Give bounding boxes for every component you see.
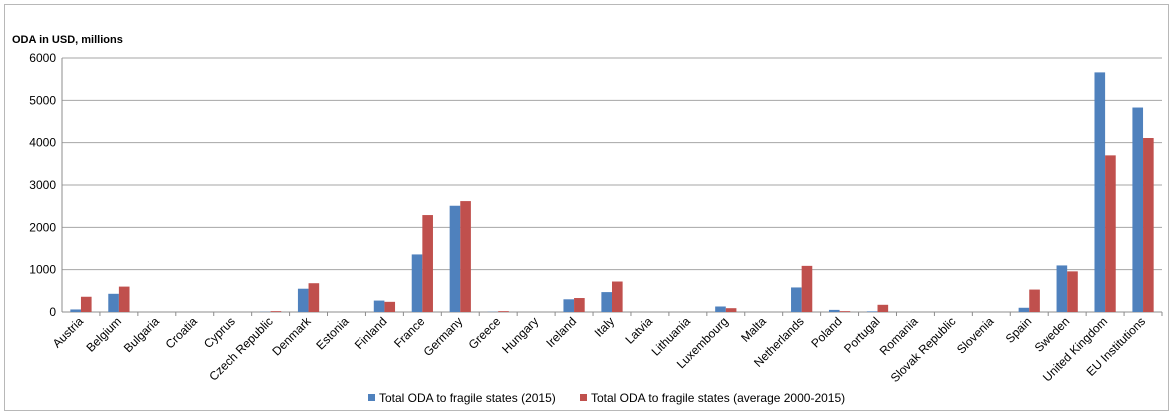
bar-average	[1067, 271, 1078, 312]
legend-label: Total ODA to fragile states (2015)	[379, 391, 556, 405]
bar-average	[839, 311, 851, 312]
x-tick-label: Spain	[1003, 314, 1035, 346]
y-tick-label: 6000	[29, 51, 56, 65]
bar-average	[1029, 289, 1040, 312]
bar-2015	[866, 311, 878, 312]
x-tick-label: Estonia	[313, 314, 351, 352]
bar-2015	[1056, 265, 1068, 312]
x-tick-label: Croatia	[163, 314, 200, 351]
bar-average	[384, 301, 396, 312]
bar-average	[801, 265, 813, 312]
y-tick-label: 5000	[29, 93, 56, 107]
x-tick-label: France	[391, 314, 428, 351]
bar-2015	[411, 254, 423, 312]
bar-2015	[828, 309, 840, 312]
legend-label: Total ODA to fragile states (average 200…	[591, 391, 845, 405]
bar-2015	[1132, 107, 1144, 312]
bar-2015	[449, 205, 461, 312]
x-tick-label: Slovak Republic	[888, 314, 959, 385]
y-tick-label: 0	[49, 305, 56, 319]
x-tick-label: Malta	[738, 314, 769, 345]
x-tick-label: Slovenia	[954, 314, 997, 357]
y-tick-label: 4000	[29, 136, 56, 150]
bar-2015	[1094, 72, 1106, 312]
bar-average	[270, 311, 282, 312]
gridlines	[62, 57, 1162, 313]
bar-average	[460, 201, 471, 312]
x-tick-label: Italy	[592, 314, 617, 339]
x-tick-label: Greece	[466, 314, 504, 352]
bar-2015	[791, 287, 802, 312]
bar-2015	[297, 288, 309, 312]
x-tick-label: Ireland	[543, 314, 579, 350]
x-tick-label: Poland	[808, 314, 844, 350]
bar-2015	[70, 309, 81, 312]
bar-2015	[108, 293, 119, 312]
bar-2015	[373, 300, 385, 312]
legend-swatch	[368, 394, 375, 401]
bar-average	[422, 215, 433, 312]
bar-average	[498, 311, 509, 312]
x-tick-label: Belgium	[83, 314, 124, 355]
chart-title: ODA in USD, millions	[12, 34, 123, 46]
bar-average	[1105, 155, 1116, 312]
bar-average	[1143, 138, 1154, 312]
y-tick-label: 1000	[29, 263, 56, 277]
x-tick-label: Austria	[50, 314, 87, 351]
bar-2015	[1018, 307, 1030, 312]
x-tick-label: Finland	[352, 314, 390, 352]
x-tick-label: Bulgaria	[121, 314, 162, 355]
y-axis: 0 1000 2000 3000 4000 5000 6000	[29, 51, 63, 319]
bar-average	[574, 298, 585, 312]
bar-average	[725, 308, 737, 312]
bar-average	[308, 283, 320, 312]
chart-frame	[4, 4, 1169, 411]
y-tick-label: 2000	[29, 220, 56, 234]
x-tick-label: Cyprus	[201, 314, 238, 351]
bar-average	[80, 296, 92, 312]
bar-2015	[715, 306, 726, 312]
bar-average	[118, 286, 130, 312]
y-tick-label: 3000	[29, 178, 56, 192]
legend: Total ODA to fragile states (2015) Total …	[368, 391, 845, 405]
x-tick-label: Portugal	[841, 314, 883, 356]
x-tick-label: Latvia	[623, 314, 656, 347]
x-tick-label: Hungary	[499, 314, 541, 356]
x-tick-label: Germany	[421, 314, 466, 359]
bar-average	[612, 281, 623, 312]
bar-average	[877, 304, 889, 312]
legend-swatch	[580, 394, 587, 401]
bar-2015	[563, 299, 575, 312]
x-tick-label: Denmark	[269, 314, 314, 359]
bars	[70, 72, 1154, 312]
bar-2015	[601, 292, 612, 312]
